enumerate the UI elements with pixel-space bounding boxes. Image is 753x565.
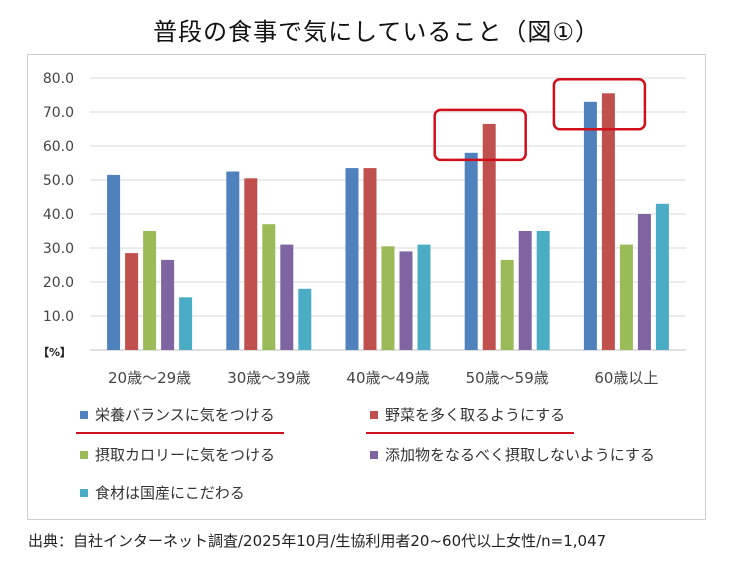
legend-underline [366,432,574,434]
legend-item: 摂取カロリーに気をつける [80,445,275,465]
bar [399,251,413,350]
legend-label: 野菜を多く取るようにする [385,406,566,424]
bar [179,297,193,350]
bar [125,253,139,350]
bar [536,231,550,350]
y-tick-label: 80.0 [43,71,74,87]
bar [280,244,294,350]
legend-item: 食材は国産にこだわる [80,483,245,503]
legend-label: 摂取カロリーに気をつける [95,446,276,464]
y-unit-label: 【%】 [38,346,71,359]
y-tick-label: 20.0 [43,275,74,291]
x-tick-label: 20歳～29歳 [108,369,191,387]
legend-swatch [80,411,88,419]
y-tick-label: 70.0 [43,105,74,121]
legend-item: 添加物をなるべく摂取しないようにする [370,445,655,465]
bar [244,178,258,350]
bar [381,246,395,350]
legend-underline [76,432,284,434]
bar [655,203,669,350]
legend-item: 野菜を多く取るようにする [370,405,565,425]
legend-swatch [370,451,378,459]
x-tick-label: 50歳～59歳 [466,369,549,387]
bar [637,214,651,350]
bar [107,174,121,350]
y-tick-label: 10.0 [43,309,74,325]
highlight-box [552,78,647,131]
y-tick-label: 60.0 [43,139,74,155]
legend-swatch [80,489,88,497]
bar [500,259,514,350]
bar [417,244,431,350]
bar [482,123,496,351]
y-tick-label: 40.0 [43,207,74,223]
x-tick-label: 40歳～49歳 [346,369,429,387]
x-tick-label: 30歳～39歳 [227,369,310,387]
bar [518,231,532,350]
legend-label: 食材は国産にこだわる [95,484,245,502]
bar [583,101,597,350]
bar [345,168,359,350]
chart-title: 普段の食事で気にしていること（図①） [153,18,600,46]
bar [601,93,615,351]
y-tick-label: 30.0 [43,241,74,257]
highlight-box [433,108,527,162]
legend-label: 栄養バランスに気をつける [95,406,275,424]
chart-legend: 栄養バランスに気をつける 野菜を多く取るようにする摂取カロリーに気をつける 添加物を… [76,405,700,515]
bar [262,224,276,350]
y-tick-label: 50.0 [43,173,74,189]
bar [143,231,157,350]
bar [298,288,312,350]
bar [161,259,175,350]
bar [619,244,633,350]
legend-swatch [80,451,88,459]
x-tick-label: 60歳以上 [594,369,658,387]
legend-label: 添加物をなるべく摂取しないようにする [385,446,655,464]
bar [226,171,240,350]
legend-item: 栄養バランスに気をつける [80,405,275,425]
legend-swatch [370,411,378,419]
source-note: 出典：自社インターネット調査/2025年10月/生協利用者20~60代以上女性/… [28,532,607,550]
bar [464,152,478,350]
bar [363,168,377,350]
